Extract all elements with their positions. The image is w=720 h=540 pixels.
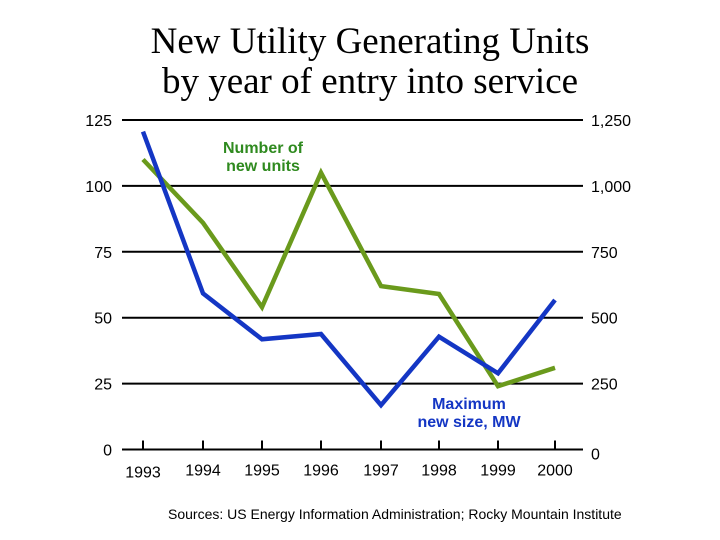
right-tick-label: 1,000	[591, 179, 631, 196]
chart-title-line-1: New Utility Generating Units	[150, 21, 590, 62]
left-tick-label: 25	[94, 377, 112, 394]
right-tick-label: 500	[591, 311, 618, 328]
x-tick-label: 1998	[421, 463, 457, 480]
chart-title: New Utility Generating Units by year of …	[110, 22, 630, 102]
chart-title-line-2: by year of entry into service	[161, 61, 579, 102]
left-tick-label: 75	[94, 245, 112, 262]
series-line-max-size	[140, 130, 557, 409]
source-note: Sources: US Energy Information Administr…	[168, 506, 622, 522]
series-label-max-size: new size, MW	[417, 414, 521, 431]
x-tick-label: 2000	[537, 463, 573, 480]
series-label-max-size: Maximum	[432, 396, 506, 413]
right-tick-label: 1,250	[591, 113, 631, 130]
right-tick-label: 0	[591, 447, 600, 464]
left-tick-label: 125	[85, 113, 112, 130]
series-label-number-of-units: new units	[226, 158, 300, 175]
left-tick-label: 0	[103, 443, 112, 460]
left-tick-label: 50	[94, 311, 112, 328]
x-tick-label: 1995	[244, 463, 280, 480]
left-tick-label: 100	[85, 179, 112, 196]
x-tick-label: 1994	[185, 463, 221, 480]
right-tick-label: 750	[591, 245, 618, 262]
series-line-number-of-units	[141, 157, 556, 389]
x-tick-label: 1999	[480, 463, 516, 480]
x-tick-label: 1997	[363, 463, 399, 480]
right-tick-label: 250	[591, 377, 618, 394]
x-tick-label: 1993	[125, 465, 161, 482]
series-label-number-of-units: Number of	[223, 140, 304, 157]
x-tick-label: 1996	[303, 463, 339, 480]
